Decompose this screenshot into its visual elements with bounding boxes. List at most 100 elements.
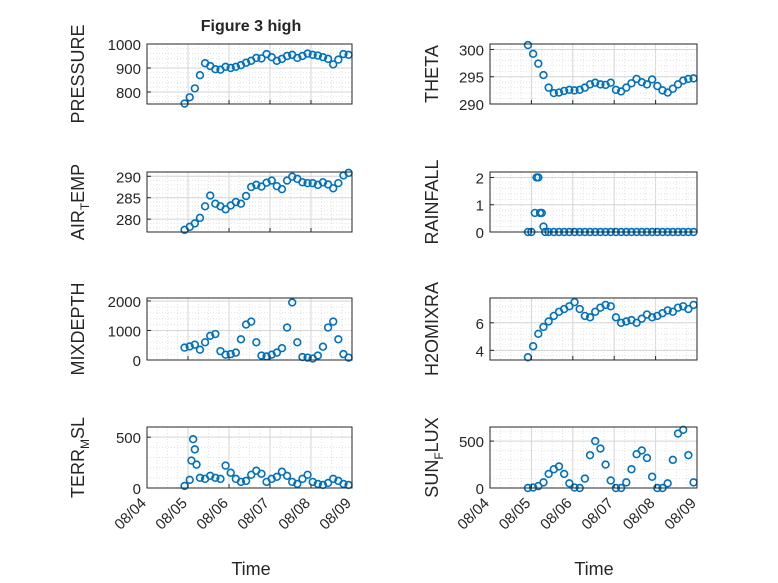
data-point: [236, 477, 246, 487]
data-point: [288, 477, 297, 487]
y-axis-label: RAINFALL: [422, 159, 442, 244]
x-tick-label: 08/05: [152, 495, 191, 534]
data-point: [537, 208, 546, 218]
data-point: [616, 87, 626, 96]
data-point: [206, 471, 215, 480]
data-point: [554, 462, 564, 471]
axes-box: [146, 171, 353, 233]
data-point: [684, 74, 693, 84]
data-point: [236, 199, 246, 208]
data-point: [257, 54, 266, 63]
data-point: [523, 40, 533, 50]
data-point: [554, 88, 564, 97]
data-point: [298, 474, 307, 484]
x-tick-label: 08/06: [193, 495, 232, 534]
data-point: [329, 60, 338, 69]
data-point: [591, 307, 600, 316]
data-point: [591, 78, 600, 87]
data-point: [241, 476, 251, 486]
y-axis-label: AIRTEMP: [68, 164, 92, 240]
data-point: [303, 49, 312, 58]
y-tick-label: 2000: [108, 294, 141, 311]
y-tick-label: 295: [459, 70, 484, 87]
data-point: [190, 445, 200, 454]
data-point: [272, 472, 282, 482]
data-point: [565, 85, 574, 95]
data-point: [267, 350, 276, 359]
y-axis-label: SUNFLUX: [422, 417, 446, 497]
x-tick-label: 08/07: [578, 495, 617, 534]
y-tick-label: 1000: [108, 37, 141, 54]
data-point: [226, 349, 235, 359]
data-point: [303, 470, 312, 479]
data-point: [211, 329, 220, 339]
data-point: [549, 88, 559, 98]
data-point: [544, 317, 553, 326]
subplot-rainfall: 0 1 2 RAINFALL: [422, 159, 698, 245]
data-point: [318, 342, 328, 351]
data-point: [185, 475, 194, 485]
data-point: [323, 180, 333, 189]
data-point: [539, 222, 548, 231]
data-point: [211, 473, 220, 483]
subplot-mixdepth: 0 1000 2000 MIXDEPTH: [68, 282, 353, 376]
data-point: [206, 191, 215, 200]
data-point: [673, 303, 683, 312]
data-point: [684, 450, 693, 460]
data-point: [647, 75, 657, 84]
data-point: [534, 173, 543, 182]
y-tick-label: 280: [116, 212, 141, 229]
data-point: [534, 329, 543, 339]
data-point: [606, 476, 615, 485]
data-point: [627, 79, 636, 88]
data-point: [539, 478, 548, 487]
subplot-h2omixra: 4 6 H2OMIXRA: [422, 282, 698, 376]
data-point: [565, 479, 574, 488]
data-point: [252, 53, 261, 63]
data-point: [591, 436, 600, 446]
data-point: [185, 342, 194, 351]
data-point: [528, 342, 538, 351]
data-point: [185, 93, 194, 102]
data-point: [642, 80, 652, 89]
data-point: [277, 343, 287, 353]
data-point: [308, 50, 317, 59]
data-point: [585, 450, 595, 460]
y-tick-label: 2: [476, 170, 484, 187]
data-point: [231, 197, 241, 207]
data-point: [329, 474, 338, 484]
y-tick-label: 500: [459, 434, 484, 451]
data-point: [293, 338, 302, 347]
x-tick-label: 08/08: [275, 495, 314, 534]
axes-box: [489, 171, 698, 233]
data-point: [539, 322, 548, 332]
data-point: [318, 52, 328, 62]
data-point: [200, 202, 210, 211]
x-tick-label: 08/04: [454, 495, 493, 534]
x-axis-label-right: Time: [574, 559, 613, 579]
data-point: [257, 469, 266, 478]
data-point: [647, 472, 657, 481]
data-point: [323, 478, 333, 488]
data-point: [632, 318, 641, 327]
data-point: [293, 53, 302, 63]
y-tick-label: 0: [476, 225, 484, 242]
data-point: [231, 62, 241, 72]
data-point: [549, 311, 559, 321]
data-point: [627, 465, 636, 474]
data-point: [642, 453, 652, 463]
data-point: [622, 317, 631, 326]
data-point: [226, 468, 235, 477]
data-point: [272, 348, 282, 357]
data-point: [334, 55, 343, 64]
y-axis-label: MIXDEPTH: [68, 282, 88, 375]
data-point: [339, 479, 348, 489]
y-tick-label: 0: [133, 353, 141, 370]
data-point: [236, 335, 246, 344]
data-point: [329, 184, 338, 193]
data-point: [580, 311, 590, 321]
data-point: [653, 81, 662, 91]
x-tick-label: 08/09: [661, 495, 700, 534]
